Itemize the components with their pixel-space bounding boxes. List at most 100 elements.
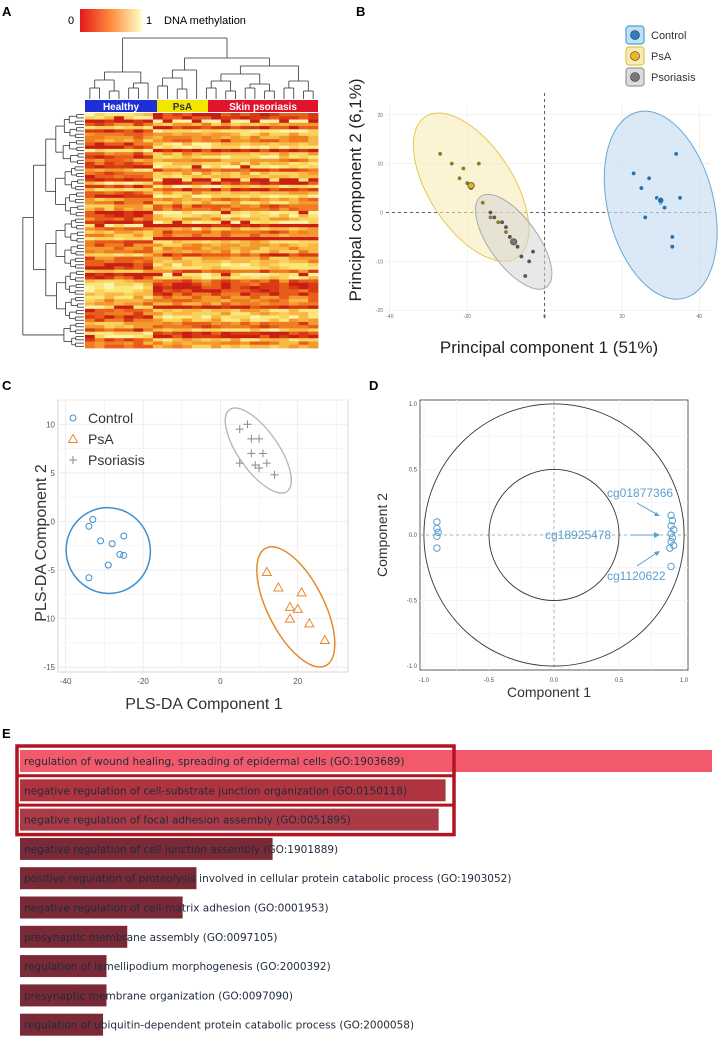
heat-cell [85, 132, 96, 137]
heat-cell [250, 299, 261, 303]
heat-cell [259, 263, 270, 267]
heat-cell [240, 204, 251, 209]
heat-cell [182, 230, 193, 235]
heat-cell [250, 276, 261, 280]
heat-cell [114, 113, 125, 117]
heat-cell [123, 155, 134, 160]
heat-cell [201, 178, 212, 182]
heat-cell [114, 155, 125, 160]
heat-cell [288, 246, 299, 251]
heat-cell [269, 158, 280, 163]
heat-cell [114, 161, 125, 166]
pca-point-control [670, 235, 675, 239]
heat-cell [220, 292, 232, 297]
heat-cell [220, 259, 232, 264]
heat-cell [114, 321, 125, 326]
arrow-head-2 [654, 532, 660, 538]
heat-cell [201, 279, 212, 284]
heat-cell [133, 210, 144, 215]
heat-cell [133, 341, 144, 346]
heat-cell [211, 237, 222, 241]
heat-cell [269, 341, 280, 346]
heat-cell [250, 344, 261, 349]
plsda-legend-marker [69, 414, 77, 422]
heat-cell [133, 276, 144, 280]
heat-cell [104, 210, 115, 215]
heat-cell [162, 318, 173, 323]
heat-cell [85, 145, 96, 150]
heat-cell [259, 325, 270, 329]
heat-cell [152, 344, 164, 349]
heat-cell [269, 325, 280, 329]
heat-cell [114, 325, 125, 329]
heat-cell [240, 334, 251, 339]
heat-cell [143, 129, 154, 133]
heat-cell [220, 145, 232, 150]
heat-cell [269, 328, 280, 333]
heat-cell [298, 263, 309, 267]
heat-cell [123, 210, 134, 215]
pca-centroid-psoriasis [510, 238, 518, 246]
heat-cell [143, 266, 154, 271]
heat-cell [220, 341, 232, 346]
pca-legend-label: Control [651, 30, 686, 42]
corr-y-label: Component 2 [374, 493, 390, 577]
heat-cell [269, 263, 280, 267]
heat-cell [133, 253, 144, 258]
heat-cell [269, 250, 280, 254]
heat-cell [162, 243, 173, 248]
heat-cell [308, 178, 319, 182]
heat-cell [114, 256, 125, 261]
heat-cell [259, 168, 270, 173]
heat-cell [123, 148, 134, 153]
heat-cell [259, 188, 270, 192]
heat-cell [85, 158, 96, 163]
go-bar-5 [20, 867, 197, 890]
heat-cell [230, 184, 241, 189]
heat-cell [288, 210, 299, 215]
plsda-points [85, 420, 331, 644]
heat-cell [133, 204, 144, 209]
heat-cell [152, 194, 164, 199]
heat-cell [240, 116, 251, 120]
heat-cell [172, 325, 183, 329]
heat-cell [259, 165, 270, 169]
heat-cell [259, 253, 270, 258]
go-term-label-8: regulation of lamellipodium morphogenesi… [24, 961, 331, 973]
heat-cell [211, 299, 222, 303]
heat-cell [104, 256, 115, 261]
heat-cell [308, 334, 319, 339]
heat-cell [240, 243, 251, 248]
heat-cell [201, 240, 212, 244]
heat-cell [308, 259, 319, 264]
heat-cell [133, 240, 144, 244]
heat-cell [94, 312, 105, 316]
heat-cell [152, 132, 164, 137]
heat-cell [201, 207, 212, 212]
heat-cell [298, 272, 309, 277]
plsda-legend-label: PsA [88, 431, 114, 447]
heat-cell [143, 292, 154, 297]
heat-cell [230, 325, 241, 329]
heat-cell [250, 148, 261, 153]
heat-cell [191, 223, 202, 228]
heat-cell [94, 191, 105, 195]
heat-cell [279, 334, 290, 339]
heat-cell [191, 119, 202, 124]
heat-cell [308, 233, 319, 238]
heat-cell [114, 178, 125, 182]
heat-cell [240, 285, 251, 290]
heat-cell [191, 122, 202, 127]
heat-cell [143, 240, 154, 244]
heat-cell [191, 279, 202, 284]
heat-cell [298, 139, 309, 143]
pca-point-psa [504, 230, 508, 234]
heat-cell [191, 276, 202, 280]
pca-y-tick: 20 [377, 113, 383, 119]
heat-cell [288, 181, 299, 186]
heat-cell [123, 204, 134, 209]
annotation-cg18925478: cg18925478 [545, 528, 611, 542]
heat-cell [211, 165, 222, 169]
heat-cell [191, 256, 202, 261]
heat-cell [182, 165, 193, 169]
